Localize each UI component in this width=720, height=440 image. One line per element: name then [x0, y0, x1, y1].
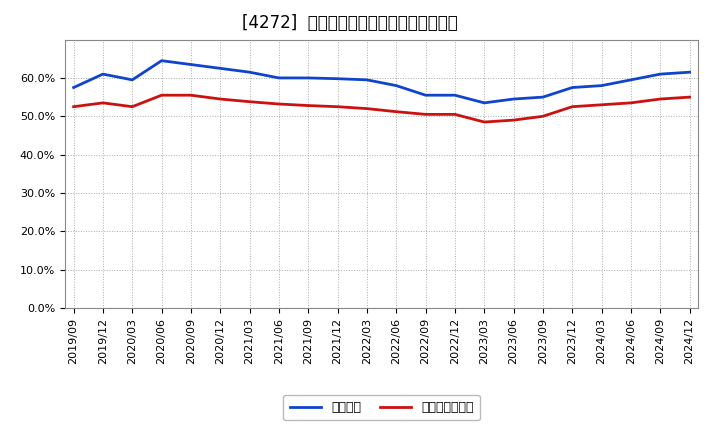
固定長期適合率: [274, 101, 283, 106]
固定比率: [539, 95, 547, 100]
固定比率: [157, 58, 166, 63]
Line: 固定比率: 固定比率: [73, 61, 690, 103]
固定比率: [392, 83, 400, 88]
固定長期適合率: [216, 96, 225, 102]
固定長期適合率: [626, 100, 635, 106]
固定比率: [568, 85, 577, 90]
固定比率: [246, 70, 254, 75]
固定長期適合率: [128, 104, 137, 109]
固定長期適合率: [656, 96, 665, 102]
固定比率: [421, 92, 430, 98]
固定比率: [333, 76, 342, 81]
固定長期適合率: [363, 106, 372, 111]
固定比率: [99, 71, 107, 77]
固定比率: [216, 66, 225, 71]
Line: 固定長期適合率: 固定長期適合率: [73, 95, 690, 122]
固定比率: [626, 77, 635, 82]
固定比率: [363, 77, 372, 82]
固定比率: [69, 85, 78, 90]
固定比率: [451, 92, 459, 98]
固定長期適合率: [509, 117, 518, 123]
固定長期適合率: [451, 112, 459, 117]
固定比率: [598, 83, 606, 88]
固定長期適合率: [69, 104, 78, 109]
固定比率: [274, 75, 283, 81]
固定長期適合率: [539, 114, 547, 119]
固定比率: [480, 100, 489, 106]
固定比率: [304, 75, 312, 81]
固定比率: [656, 71, 665, 77]
固定比率: [128, 77, 137, 82]
Legend: 固定比率, 固定長期適合率: 固定比率, 固定長期適合率: [284, 395, 480, 420]
固定比率: [186, 62, 195, 67]
固定比率: [685, 70, 694, 75]
固定長期適合率: [99, 100, 107, 106]
固定長期適合率: [392, 109, 400, 114]
固定長期適合率: [304, 103, 312, 108]
固定長期適合率: [186, 92, 195, 98]
固定長期適合率: [598, 102, 606, 107]
固定比率: [509, 96, 518, 102]
Title: [4272]  固定比率、固定長期適合率の推移: [4272] 固定比率、固定長期適合率の推移: [242, 15, 458, 33]
固定長期適合率: [480, 119, 489, 125]
固定長期適合率: [421, 112, 430, 117]
固定長期適合率: [246, 99, 254, 104]
固定長期適合率: [157, 92, 166, 98]
固定長期適合率: [568, 104, 577, 109]
固定長期適合率: [685, 95, 694, 100]
固定長期適合率: [333, 104, 342, 109]
